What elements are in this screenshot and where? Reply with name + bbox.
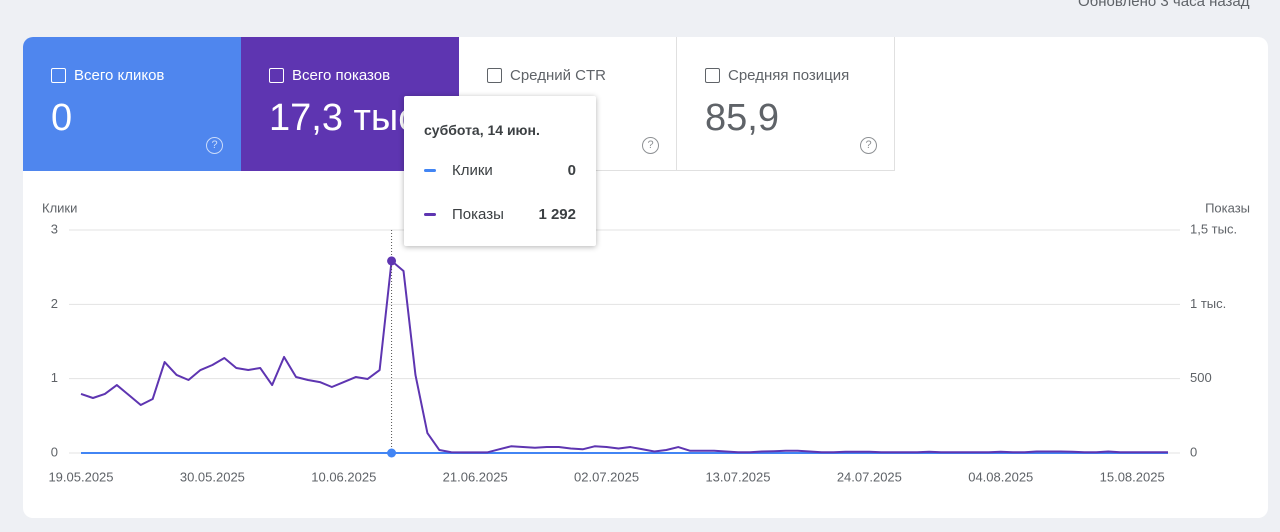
x-tick-label: 13.07.2025 bbox=[705, 469, 770, 484]
x-tick-label: 21.06.2025 bbox=[443, 469, 508, 484]
card-label: Всего показов bbox=[292, 67, 391, 84]
card-label: Средняя позиция bbox=[728, 67, 850, 84]
y2-tick-label: 0 bbox=[1190, 444, 1197, 459]
card-label: Средний CTR bbox=[510, 67, 606, 84]
y-tick-label: 3 bbox=[51, 221, 58, 236]
y-tick-label: 0 bbox=[51, 444, 58, 459]
x-tick-label: 04.08.2025 bbox=[968, 469, 1033, 484]
x-tick-label: 30.05.2025 bbox=[180, 469, 245, 484]
x-tick-label: 10.06.2025 bbox=[311, 469, 376, 484]
y-tick-label: 1 bbox=[51, 370, 58, 385]
x-tick-label: 24.07.2025 bbox=[837, 469, 902, 484]
y-axis-title: Клики bbox=[42, 200, 77, 215]
card-value: 17,3 тыс. bbox=[269, 97, 428, 139]
tooltip-date: суббота, 14 июн. bbox=[424, 122, 540, 138]
tooltip-name: Клики bbox=[452, 162, 493, 179]
card-value: 0 bbox=[51, 97, 73, 139]
hover-dot bbox=[387, 448, 397, 458]
x-tick-label: 19.05.2025 bbox=[48, 469, 113, 484]
card[interactable]: Средняя позиция 85,9? bbox=[677, 37, 895, 171]
y2-axis-title: Показы bbox=[1205, 200, 1250, 215]
tooltip-value: 1 292 bbox=[538, 206, 576, 223]
card-value: 85,9 bbox=[705, 97, 779, 139]
line bbox=[80, 259, 1168, 454]
card-label: Всего кликов bbox=[74, 67, 165, 84]
x-tick-label: 15.08.2025 bbox=[1100, 469, 1165, 484]
y2-tick-label: 1 тыс. bbox=[1190, 296, 1226, 311]
updated: Обновлено 3 часа назад bbox=[1078, 0, 1250, 10]
y-tick-label: 2 bbox=[51, 296, 58, 311]
card[interactable]: Всего кликов 0? bbox=[23, 37, 241, 171]
panel: Всего кликов 0? Всего показов 17,3 тыс.?… bbox=[23, 37, 1268, 518]
x-tick-label: 02.07.2025 bbox=[574, 469, 639, 484]
tooltip: суббота, 14 июн. Клики 0 Показы 1 292 bbox=[404, 96, 596, 246]
tooltip-value: 0 bbox=[567, 162, 576, 179]
hover-dot bbox=[387, 256, 397, 266]
tooltip-name: Показы bbox=[452, 206, 504, 223]
y2-tick-label: 1,5 тыс. bbox=[1190, 221, 1237, 236]
y2-tick-label: 500 bbox=[1190, 370, 1212, 385]
